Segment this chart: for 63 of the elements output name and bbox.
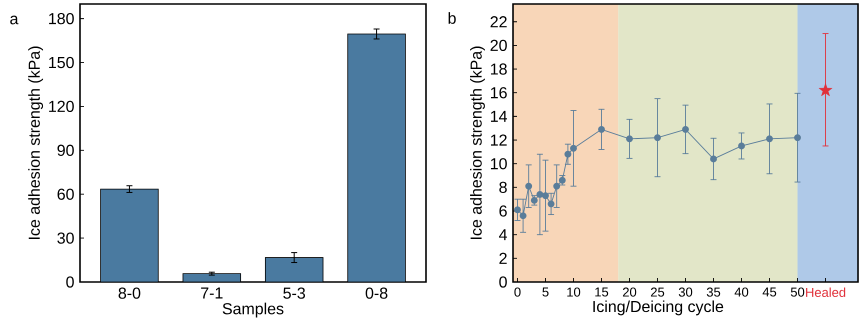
x-tick-label: 45 xyxy=(762,288,776,297)
x-tick-label: 40 xyxy=(734,288,748,297)
y-tick-label: 12 xyxy=(490,134,507,146)
y-tick-label: 2 xyxy=(499,252,507,264)
x-axis-title: Icing/Deicing cycle xyxy=(593,300,724,316)
y-tick-label: 150 xyxy=(49,56,74,68)
y-tick-label: 8 xyxy=(499,182,507,194)
point xyxy=(682,126,689,133)
point xyxy=(536,191,544,198)
point xyxy=(548,200,555,208)
point xyxy=(564,150,572,158)
point xyxy=(794,134,801,142)
point xyxy=(514,206,521,214)
x-tick-label: 25 xyxy=(650,288,664,297)
point xyxy=(818,83,832,96)
x-axis-title: Samples xyxy=(222,302,284,318)
y-tick-label: 0 xyxy=(499,276,507,288)
point xyxy=(525,182,532,190)
bar xyxy=(265,258,324,282)
x-tick-label: 5 xyxy=(542,288,549,297)
x-tick-label: 50 xyxy=(790,288,804,297)
point xyxy=(710,156,717,162)
point xyxy=(738,142,745,150)
y-axis-title: Ice adhesion strength (kPa) xyxy=(470,46,485,239)
bar xyxy=(182,274,241,282)
y-tick-label: 180 xyxy=(49,12,74,24)
x-tick-label: 8-0 xyxy=(118,288,140,299)
y-axis-title: Ice adhesion strength (kPa) xyxy=(28,46,44,239)
x-tick-label: 35 xyxy=(706,288,720,297)
x-tick-label: 15 xyxy=(595,288,608,297)
y-tick-label: 14 xyxy=(490,110,508,122)
text: a xyxy=(10,16,18,24)
point xyxy=(542,192,549,200)
point xyxy=(766,135,773,142)
point xyxy=(520,212,527,220)
point xyxy=(598,126,605,133)
bar xyxy=(347,34,406,282)
y-tick-label: 22 xyxy=(490,16,507,28)
x-tick-label: 30 xyxy=(678,288,692,297)
y-tick-label: 0 xyxy=(66,276,74,288)
y-tick-label: 20 xyxy=(490,40,507,52)
y-tick-label: 60 xyxy=(58,188,74,200)
text: b xyxy=(448,12,456,24)
x-tick-label: 0-8 xyxy=(366,288,388,299)
point xyxy=(553,182,560,190)
x-tick-label: 20 xyxy=(622,288,636,297)
y-tick-label: 90 xyxy=(58,144,74,156)
y-tick-label: 30 xyxy=(57,232,74,244)
y-tick-label: 6 xyxy=(499,205,507,217)
x-tick-label: 10 xyxy=(567,288,580,297)
x-tick-label: 0 xyxy=(514,288,521,297)
y-tick-label: 18 xyxy=(490,63,507,75)
x-tick-label: Healed xyxy=(806,288,846,298)
point xyxy=(626,135,633,142)
y-tick-label: 120 xyxy=(49,100,74,112)
y-tick-label: 16 xyxy=(490,87,507,98)
y-tick-label: 4 xyxy=(498,229,508,240)
point xyxy=(570,144,577,152)
point xyxy=(654,134,661,142)
x-tick-label: 5-3 xyxy=(283,288,305,299)
bar xyxy=(100,189,158,282)
y-tick-label: 10 xyxy=(490,158,507,170)
x-tick-label: 7-1 xyxy=(201,288,223,298)
